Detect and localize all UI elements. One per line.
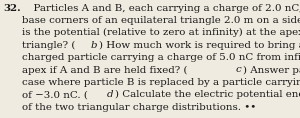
Text: b: b [91,41,97,50]
Text: is the potential (relative to zero at infinity) at the apex of the: is the potential (relative to zero at in… [22,28,300,37]
Text: 32.: 32. [4,4,21,13]
Text: apex if A and B are held fixed? (: apex if A and B are held fixed? ( [22,65,188,75]
Text: ) Answer parts: ) Answer parts [243,65,300,75]
Text: ) Calculate the electric potential energy for each: ) Calculate the electric potential energ… [115,90,300,99]
Text: Particles A and B, each carrying a charge of 2.0 nC, are at the: Particles A and B, each carrying a charg… [26,4,300,13]
Text: c: c [236,65,241,74]
Text: base corners of an equilateral triangle 2.0 m on a side. (: base corners of an equilateral triangle … [22,16,300,25]
Text: case where particle B is replaced by a particle carrying a charge: case where particle B is replaced by a p… [22,78,300,87]
Text: d: d [107,90,113,99]
Text: of −3.0 nC. (: of −3.0 nC. ( [22,90,88,99]
Text: charged particle carrying a charge of 5.0 nC from infinity to the: charged particle carrying a charge of 5.… [22,53,300,62]
Text: of the two triangular charge distributions. ••: of the two triangular charge distributio… [22,103,256,112]
Text: ) How much work is required to bring a positively: ) How much work is required to bring a p… [99,41,300,50]
Text: triangle? (: triangle? ( [22,41,75,50]
